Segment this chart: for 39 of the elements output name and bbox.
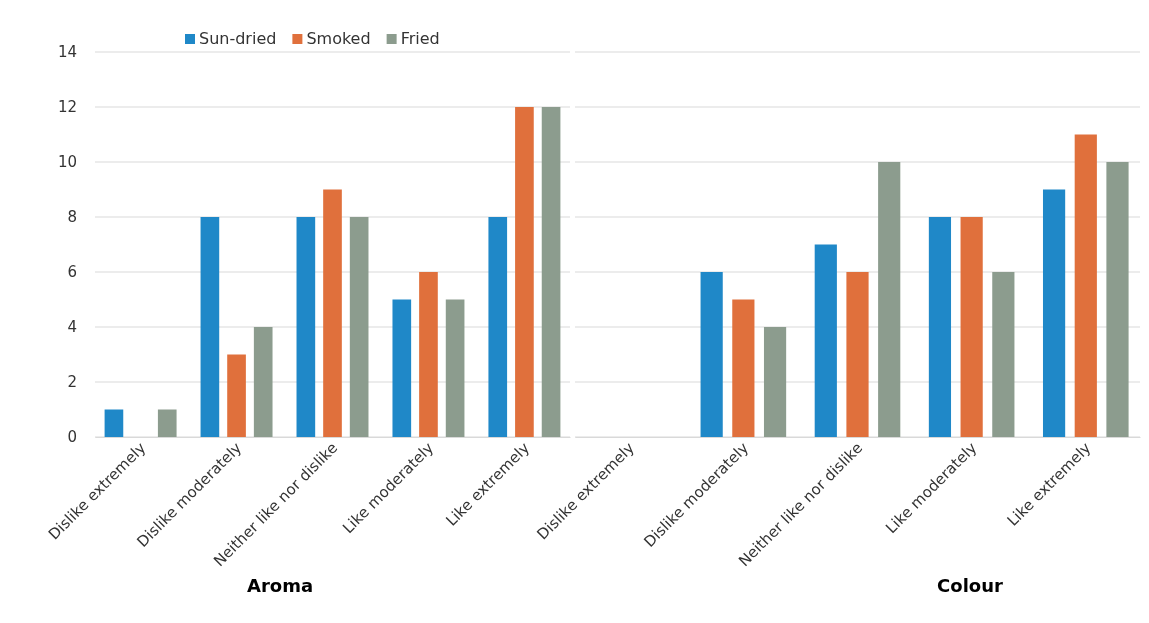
bar [104,409,124,437]
bar [1074,134,1097,437]
bar [846,272,869,437]
bar [296,217,316,437]
bar [928,217,952,437]
bar [445,299,465,437]
bar [1106,162,1129,437]
y-tick-label: 12 [57,98,77,117]
legend-label: Sun-dried [199,29,277,48]
bar [227,354,246,437]
y-tick-label: 8 [67,208,77,227]
legend-label: Fried [400,29,440,48]
legend-label: Smoked [306,29,371,48]
y-tick-label: 10 [57,153,77,172]
y-tick-label: 14 [57,43,77,62]
x-axis-title: Aroma [246,575,314,596]
bar [878,162,901,437]
bar [392,299,412,437]
y-tick-label: 4 [67,318,77,337]
bar [157,409,177,437]
bar [323,189,342,437]
bar [419,272,438,437]
bar [488,217,508,437]
bar [700,272,723,437]
bar [541,107,561,437]
bar [732,299,755,437]
bar [960,217,983,437]
bar [814,244,837,437]
bar [992,272,1015,437]
y-tick-label: 0 [67,428,77,447]
y-tick-label: 2 [67,373,77,392]
bar [1042,189,1066,437]
y-tick-label: 6 [67,263,77,282]
bar [349,217,369,437]
bar [515,107,534,437]
x-axis-title: Colour [937,575,1004,596]
bar [200,217,220,437]
bar [253,327,273,437]
bar [763,327,787,437]
